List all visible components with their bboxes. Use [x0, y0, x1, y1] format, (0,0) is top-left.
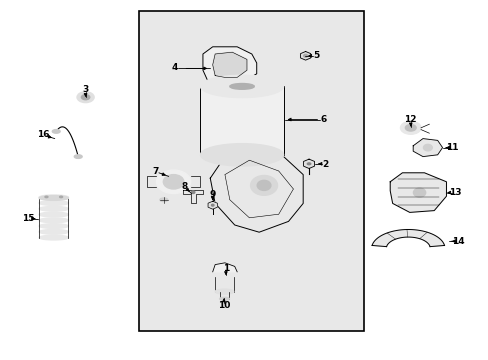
Text: 15: 15	[22, 214, 35, 223]
Ellipse shape	[39, 224, 68, 229]
Polygon shape	[300, 51, 310, 60]
Ellipse shape	[200, 144, 283, 166]
Ellipse shape	[257, 180, 270, 190]
Text: 12: 12	[404, 115, 416, 124]
Text: 1: 1	[223, 264, 228, 273]
Ellipse shape	[215, 289, 233, 294]
Text: 6: 6	[320, 115, 326, 124]
Polygon shape	[212, 52, 246, 77]
Bar	[200, 86, 283, 155]
Polygon shape	[210, 149, 303, 232]
Ellipse shape	[191, 191, 194, 193]
Text: 4: 4	[171, 63, 178, 72]
Text: 13: 13	[448, 188, 461, 197]
Text: 7: 7	[152, 166, 159, 175]
Polygon shape	[212, 263, 237, 272]
Ellipse shape	[211, 204, 214, 206]
Polygon shape	[183, 190, 203, 203]
Ellipse shape	[74, 155, 82, 158]
Ellipse shape	[39, 201, 68, 205]
Text: 8: 8	[182, 182, 187, 192]
Bar	[215, 277, 233, 292]
Text: 9: 9	[209, 189, 216, 198]
Ellipse shape	[39, 195, 68, 199]
Text: 11: 11	[445, 143, 458, 152]
Ellipse shape	[405, 125, 415, 131]
Ellipse shape	[250, 175, 277, 195]
Ellipse shape	[81, 95, 89, 100]
Ellipse shape	[200, 75, 283, 98]
Ellipse shape	[39, 218, 68, 222]
Ellipse shape	[77, 92, 94, 103]
Polygon shape	[303, 159, 314, 168]
Polygon shape	[412, 139, 442, 157]
Polygon shape	[203, 47, 256, 86]
Ellipse shape	[156, 170, 190, 194]
Ellipse shape	[400, 121, 420, 134]
Ellipse shape	[303, 54, 307, 57]
Ellipse shape	[45, 196, 48, 198]
Ellipse shape	[229, 84, 254, 89]
Ellipse shape	[160, 198, 167, 202]
Polygon shape	[371, 230, 444, 247]
Ellipse shape	[60, 196, 62, 198]
Ellipse shape	[163, 175, 183, 189]
Text: 16: 16	[37, 130, 49, 139]
Text: 10: 10	[217, 301, 230, 310]
Ellipse shape	[52, 130, 60, 133]
Bar	[139, 11, 364, 331]
Ellipse shape	[215, 274, 234, 280]
Text: 14: 14	[451, 237, 464, 246]
Polygon shape	[389, 173, 446, 212]
Ellipse shape	[39, 230, 68, 234]
Polygon shape	[207, 201, 217, 209]
Ellipse shape	[219, 297, 229, 300]
Ellipse shape	[39, 196, 68, 200]
Text: 5: 5	[313, 51, 319, 60]
Ellipse shape	[39, 206, 68, 211]
Ellipse shape	[306, 163, 310, 165]
Text: 3: 3	[82, 85, 88, 94]
Text: 2: 2	[322, 160, 327, 169]
Ellipse shape	[39, 235, 68, 240]
Ellipse shape	[423, 144, 431, 151]
Ellipse shape	[39, 212, 68, 217]
Ellipse shape	[412, 188, 425, 197]
